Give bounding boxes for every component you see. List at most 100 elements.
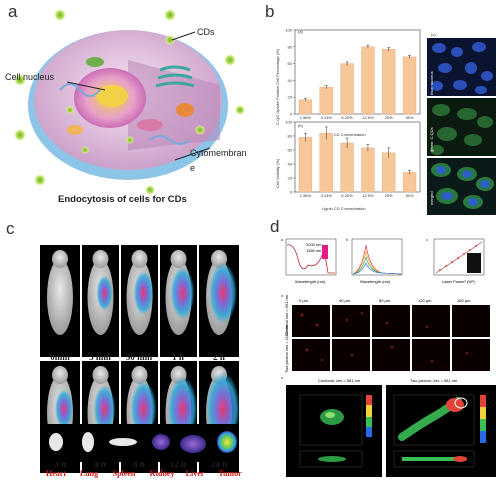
d-e-right-render bbox=[393, 394, 486, 468]
fluor-image-blue bbox=[427, 38, 496, 96]
bar bbox=[340, 63, 354, 115]
d-b-curves bbox=[352, 244, 402, 275]
y-tick-label: 40 bbox=[288, 78, 293, 83]
mouse-head bbox=[92, 366, 109, 384]
bar bbox=[402, 56, 417, 115]
d-sub-c: c bbox=[426, 237, 428, 242]
d-e-right: Two-photon: λex = 561 nm bbox=[410, 378, 458, 383]
bar bbox=[340, 142, 354, 193]
d-sub-e: e bbox=[281, 375, 284, 380]
x-tick-label: 1.56% bbox=[300, 115, 312, 120]
organ-label-spleen: Spleen bbox=[113, 469, 136, 478]
label-cell-nucleus: Cell nucleus bbox=[5, 72, 55, 82]
cell-illustration bbox=[14, 9, 245, 195]
organ-images bbox=[49, 431, 237, 453]
panel-b-letter: b bbox=[265, 2, 275, 21]
panel-a-caption: Endocytosis of cells for CDs bbox=[58, 194, 187, 205]
y-tick-label: 80 bbox=[288, 134, 293, 139]
d-b-xlabel: Wavelength (nm) bbox=[360, 279, 391, 284]
d-c-points bbox=[439, 245, 477, 271]
x-tick-label: 6.25% bbox=[341, 193, 353, 198]
label-cytomembrane: Cytomembran e bbox=[190, 148, 247, 173]
d-e-left: Confocal: λex = 561 nm bbox=[318, 378, 361, 383]
fluorescence-signal bbox=[96, 275, 113, 311]
y-tick-label: 100 bbox=[285, 120, 292, 125]
d-depth-1: 40 µm bbox=[339, 298, 351, 303]
d-c-xlabel: Laser Power² (W²) bbox=[442, 279, 475, 284]
cd-dots bbox=[14, 9, 245, 195]
organ-strip: Heart Lung Spleen Kidney Liver Tumor bbox=[40, 424, 242, 478]
fluorescence-signal bbox=[55, 389, 73, 429]
y-tick-label: 0 bbox=[290, 190, 293, 195]
y-tick-label: 20 bbox=[288, 95, 293, 100]
chart-bottom-xlabel: Lignin CD Concentration bbox=[322, 206, 366, 211]
bar bbox=[298, 99, 313, 115]
organ-label-kidney: Kidney bbox=[150, 469, 175, 478]
chart-top-ylabel: C-QD Uptake Positive Cell Percentage (%) bbox=[275, 48, 280, 125]
bar bbox=[319, 132, 333, 193]
fluorescence-signal bbox=[130, 380, 157, 438]
x-tick-label: 50% bbox=[406, 193, 414, 198]
x-tick-label: 12.5% bbox=[362, 115, 374, 120]
y-tick-label: 40 bbox=[288, 162, 293, 167]
fluorescence-signal bbox=[209, 262, 237, 324]
chart-bottom-ylabel: Cell Viability (%) bbox=[275, 158, 280, 188]
organ-label-tumor: Tumor bbox=[218, 469, 242, 478]
mouse-head bbox=[52, 250, 68, 268]
d-depth-0: 0 µm bbox=[299, 298, 309, 303]
y-tick-label: 80 bbox=[288, 44, 293, 49]
mouse-head bbox=[131, 366, 148, 384]
bar bbox=[298, 137, 313, 193]
fluorescence-signal bbox=[170, 266, 195, 320]
x-tick-label: 3.13% bbox=[321, 115, 333, 120]
x-tick-label: 25% bbox=[385, 115, 393, 120]
fluor-image-green bbox=[427, 98, 496, 156]
d-row-confocal: Confocal λex = 561 nm bbox=[284, 294, 289, 336]
chart-frame bbox=[294, 121, 421, 193]
fluor-image-merged bbox=[427, 158, 496, 215]
d-depth-4: 160 µm bbox=[457, 298, 471, 303]
fluorescence-signal bbox=[133, 271, 154, 315]
panel-c-letter: c bbox=[6, 219, 15, 238]
x-tick-label: 12.5% bbox=[362, 193, 374, 198]
d-a-peak1: 1000 nm bbox=[306, 242, 322, 247]
organ-label-heart: Heart bbox=[46, 469, 66, 478]
bar bbox=[361, 46, 375, 115]
label-cds: CDs bbox=[197, 27, 215, 37]
fluorescence-signal bbox=[93, 384, 116, 434]
x-tick-label: 1.56% bbox=[300, 193, 312, 198]
panel-d-figure: a 1000 nm 1108 nm Wavelength (nm) b Wave… bbox=[281, 237, 496, 477]
sub-c-label: (c) bbox=[431, 32, 436, 37]
y-tick-label: 20 bbox=[288, 176, 293, 181]
d-sub-b: b bbox=[346, 237, 349, 242]
d-e-left-render bbox=[299, 394, 372, 468]
y-tick-label: 100 bbox=[285, 28, 292, 33]
d-a-inset bbox=[322, 245, 328, 259]
d-depth-2: 80 µm bbox=[379, 298, 391, 303]
bar bbox=[382, 152, 396, 193]
chart-bottom-sublabel: (b) bbox=[298, 123, 304, 128]
x-tick-label: 3.13% bbox=[321, 193, 333, 198]
organ-label-liver: Liver bbox=[186, 469, 205, 478]
chart-frame bbox=[294, 29, 421, 115]
x-tick-label: 50% bbox=[406, 115, 414, 120]
x-tick-label: 25% bbox=[385, 193, 393, 198]
mouse-head bbox=[170, 250, 187, 268]
mouse-head bbox=[92, 250, 109, 268]
panel-a: a bbox=[0, 0, 250, 215]
y-tick-label: 60 bbox=[288, 61, 293, 66]
chart-top-xlabel: Lignin CD Concentration bbox=[322, 132, 366, 137]
panel-d: d a 1000 nm 1108 nm Wavelength (nm) b Wa… bbox=[262, 215, 500, 484]
d-sub-d: d bbox=[281, 293, 283, 298]
panel-b-charts: (a) (b) C-QD Uptake Positive Cell Percen… bbox=[275, 28, 421, 211]
bar bbox=[361, 147, 375, 193]
chart-top-sublabel: (a) bbox=[298, 29, 304, 34]
mouse-head bbox=[131, 250, 148, 268]
bar bbox=[319, 86, 333, 115]
d-row-twophoton: Two-photon λex = 1100 nm bbox=[284, 324, 289, 373]
d-e-right-image bbox=[386, 385, 496, 477]
bar bbox=[402, 172, 417, 193]
d-c-fit-line bbox=[435, 241, 483, 274]
mouse-body bbox=[47, 259, 73, 335]
x-tick-label: 6.25% bbox=[341, 115, 353, 120]
